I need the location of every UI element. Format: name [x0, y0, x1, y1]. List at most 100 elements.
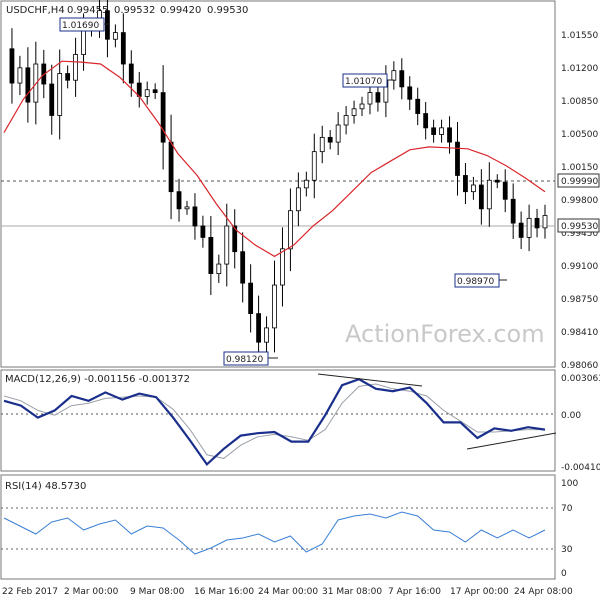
- price-tick: 1.00500: [561, 130, 598, 140]
- candle-body: [208, 236, 214, 274]
- macd-tick: 0.003063: [561, 374, 600, 384]
- candle-body: [224, 225, 230, 265]
- candle-body: [439, 127, 444, 135]
- rsi-tick: 0: [561, 569, 567, 579]
- candle-body: [248, 282, 254, 315]
- rsi-tick: 30: [561, 545, 573, 555]
- candle-body: [49, 83, 55, 116]
- candle-body: [9, 48, 15, 84]
- candle-body: [73, 54, 79, 81]
- candle-body: [367, 92, 373, 105]
- macd-signal-line: [3, 383, 545, 459]
- candle-body: [335, 124, 341, 143]
- candle-body: [359, 103, 365, 110]
- annotation-low2: 0.98970: [457, 277, 494, 287]
- x-axis: 22 Feb 2017 2 Mar 00:00 9 Mar 08:00 16 M…: [2, 587, 573, 597]
- level-label-dashed: 0.99990: [561, 177, 598, 187]
- candle-body: [534, 217, 540, 229]
- price-tick: 0.98060: [561, 361, 598, 371]
- candle-body: [128, 63, 134, 84]
- x-tick: 24 Apr 08:00: [514, 587, 573, 597]
- candle-body: [17, 67, 23, 84]
- candle-body: [486, 179, 492, 210]
- macd-panel: [0, 369, 556, 472]
- candle-body: [343, 115, 349, 126]
- candle-body: [216, 263, 222, 274]
- macd-trendline-upper: [317, 373, 423, 387]
- candle-body: [311, 151, 317, 181]
- annotation-low: 0.98120: [226, 355, 263, 365]
- candle-body: [192, 206, 198, 227]
- header-close: 0.99530: [207, 5, 248, 16]
- x-tick: 31 Mar 08:00: [322, 587, 382, 597]
- candle-body: [152, 89, 158, 93]
- candle-body: [57, 73, 63, 116]
- price-tick: 0.98750: [561, 295, 598, 305]
- price-y-ticks: 1.01550 1.01200 1.00850 1.00500 1.00150 …: [561, 31, 598, 371]
- candle-body: [288, 210, 293, 250]
- candle-body: [510, 198, 516, 224]
- candle-body: [232, 225, 238, 253]
- candle-body: [391, 70, 397, 81]
- header-symbol: USDCHF,H4: [6, 5, 65, 16]
- candle-body: [431, 127, 437, 135]
- candle-body: [280, 248, 285, 286]
- candle-body: [415, 98, 421, 114]
- rsi-panel: [0, 474, 556, 580]
- macd-tick: -0.004104: [561, 463, 600, 473]
- candle-body: [65, 73, 71, 81]
- candle-body: [502, 181, 508, 200]
- candle-body: [160, 92, 166, 143]
- candle-body: [200, 225, 206, 238]
- price-tick: 1.00150: [561, 163, 598, 173]
- price-tick: 1.00850: [561, 97, 598, 107]
- candle-body: [478, 184, 484, 210]
- level-box-dashed: [557, 173, 600, 188]
- candle-body: [144, 89, 150, 97]
- candle-body: [81, 29, 86, 55]
- candle-body: [518, 222, 524, 238]
- candle-body: [264, 327, 269, 343]
- candle-body: [447, 127, 452, 143]
- candle-body: [407, 86, 413, 100]
- annotation-mid: 1.01070: [345, 77, 382, 87]
- candle-body: [399, 70, 405, 88]
- watermark: ActionForex.com: [345, 320, 545, 348]
- candle-body: [526, 217, 532, 238]
- macd-label: MACD(12,26,9) -0.001156 -0.001372: [5, 374, 190, 385]
- x-tick: 16 Mar 16:00: [194, 587, 254, 597]
- candle-body: [463, 175, 468, 193]
- header-low: 0.99420: [160, 5, 201, 16]
- candle-body: [542, 215, 548, 229]
- candle-body: [112, 32, 118, 40]
- candle-body: [240, 251, 246, 284]
- price-tick: 0.98410: [561, 328, 598, 338]
- header-open: 0.99455: [67, 5, 108, 16]
- candle-body: [327, 136, 333, 143]
- price-tick: 0.99100: [561, 262, 598, 272]
- rsi-tick: 100: [561, 479, 578, 489]
- candle-body: [256, 313, 261, 343]
- x-tick: 2 Mar 00:00: [64, 587, 119, 597]
- candle-body: [105, 10, 110, 40]
- x-tick: 9 Mar 08:00: [130, 587, 185, 597]
- level-box-current: [557, 218, 600, 233]
- macd-trendline-lower: [466, 432, 557, 450]
- price-panel: [0, 0, 556, 368]
- candle-body: [351, 108, 357, 116]
- candle-body: [423, 113, 429, 129]
- x-tick: 24 Mar 00:00: [258, 587, 318, 597]
- price-tick: 0.99800: [561, 196, 598, 206]
- x-tick: 22 Feb 2017: [2, 587, 58, 597]
- candle-body: [470, 184, 476, 193]
- rsi-label: RSI(14) 48.5730: [5, 481, 86, 492]
- candle-body: [168, 141, 174, 193]
- ma-line: [3, 60, 546, 258]
- price-tick: 0.99450: [561, 229, 598, 239]
- rsi-line: [3, 511, 546, 555]
- rsi-tick: 70: [561, 504, 573, 514]
- candle-body: [272, 284, 277, 329]
- candle-body: [120, 32, 126, 65]
- candle-body: [184, 206, 190, 210]
